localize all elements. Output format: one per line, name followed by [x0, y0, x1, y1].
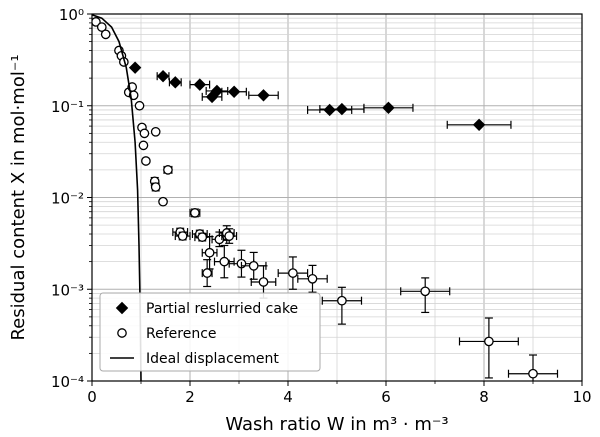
- circle-marker: [288, 268, 298, 278]
- data-point: [96, 22, 107, 32]
- data-point: [141, 156, 151, 166]
- data-point: [163, 165, 173, 175]
- series-partial-reslurried-cake: [128, 61, 512, 132]
- y-tick-label: 10⁻¹: [51, 98, 84, 116]
- x-tick-label: 0: [87, 388, 97, 406]
- y-axis-title: Residual content X in mol·mol⁻¹: [8, 54, 29, 340]
- circle-marker: [96, 22, 107, 32]
- circle-marker: [337, 295, 347, 306]
- circle-marker: [100, 29, 111, 40]
- data-point: [321, 286, 363, 325]
- circle-marker: [248, 260, 259, 271]
- y-tick-label: 10⁰: [59, 6, 84, 24]
- legend-box: [99, 292, 321, 372]
- circle-marker: [224, 231, 235, 241]
- data-point: [213, 244, 235, 279]
- circle-marker: [177, 231, 188, 241]
- data-point: [297, 264, 328, 293]
- diamond-marker: [335, 102, 349, 116]
- circle-marker: [484, 336, 494, 347]
- circle-marker: [150, 182, 161, 192]
- diamond-marker: [323, 103, 336, 117]
- legend-item: Partial reslurried cake: [115, 301, 298, 317]
- diamond-marker: [128, 61, 142, 74]
- data-point: [158, 196, 168, 207]
- data-point: [189, 208, 201, 218]
- diamond-marker: [257, 89, 270, 102]
- data-point: [221, 228, 238, 244]
- data-point: [150, 182, 161, 192]
- circle-marker: [139, 128, 150, 139]
- x-tick-label: 2: [185, 388, 195, 406]
- circle-marker: [258, 277, 269, 287]
- legend-label: Partial reslurried cake: [146, 301, 298, 317]
- x-tick-label: 4: [283, 388, 293, 406]
- data-point: [128, 61, 142, 74]
- circle-marker: [163, 165, 173, 175]
- legend-item: Ideal displacement: [110, 351, 279, 367]
- circle-marker: [138, 140, 149, 151]
- data-point: [139, 128, 150, 139]
- data-point: [174, 231, 191, 241]
- diamond-marker: [210, 84, 224, 98]
- plot-data: [92, 14, 559, 381]
- circle-marker: [141, 156, 151, 166]
- y-tick-label: 10⁻⁴: [51, 373, 84, 391]
- data-point: [277, 256, 309, 290]
- data-point: [138, 140, 149, 151]
- circle-marker: [204, 247, 215, 258]
- x-tick-label: 8: [479, 388, 489, 406]
- circle-marker: [150, 126, 161, 137]
- data-point: [205, 84, 229, 98]
- circle-marker: [420, 286, 431, 297]
- x-tick-label: 6: [381, 388, 391, 406]
- diamond-marker: [169, 76, 182, 89]
- circle-marker: [219, 256, 230, 267]
- data-point: [100, 29, 111, 40]
- circle-marker: [134, 100, 145, 111]
- circle-marker: [197, 232, 208, 242]
- axis-ticks: 0 2 4 6 8 10 10⁰ 10⁻¹ 10⁻² 10⁻³ 10⁻⁴: [51, 6, 592, 406]
- data-point: [168, 76, 182, 89]
- legend: Partial reslurried cake Reference Ideal di…: [99, 292, 321, 372]
- data-point: [507, 354, 559, 381]
- circle-marker: [307, 273, 318, 284]
- data-point: [248, 89, 279, 102]
- circle-marker: [528, 368, 538, 379]
- legend-item: Reference: [117, 326, 217, 342]
- legend-circle-swatch: [117, 328, 127, 338]
- data-point: [201, 259, 213, 288]
- y-tick-label: 10⁻³: [51, 281, 84, 299]
- circle-marker: [202, 268, 212, 278]
- data-point: [458, 317, 519, 379]
- data-point: [221, 85, 247, 98]
- data-point: [363, 101, 414, 115]
- x-tick-label: 10: [572, 388, 591, 406]
- data-point: [134, 100, 145, 111]
- legend-diamond-swatch: [115, 301, 129, 315]
- circle-marker: [158, 196, 168, 207]
- diamond-marker: [156, 69, 170, 83]
- series-reference: [92, 17, 559, 381]
- data-point: [150, 126, 161, 137]
- data-point: [446, 118, 512, 132]
- y-tick-label: 10⁻²: [51, 190, 84, 208]
- diamond-marker: [382, 101, 395, 115]
- diamond-marker: [193, 78, 207, 91]
- data-point: [400, 277, 451, 314]
- diamond-marker: [227, 85, 241, 98]
- circle-marker: [190, 208, 200, 218]
- legend-label: Reference: [146, 326, 217, 342]
- data-point: [189, 78, 211, 91]
- data-point: [156, 69, 170, 83]
- legend-label: Ideal displacement: [146, 351, 279, 367]
- x-axis-title: Wash ratio W in m³ · m⁻³: [225, 414, 448, 435]
- diamond-marker: [472, 118, 486, 132]
